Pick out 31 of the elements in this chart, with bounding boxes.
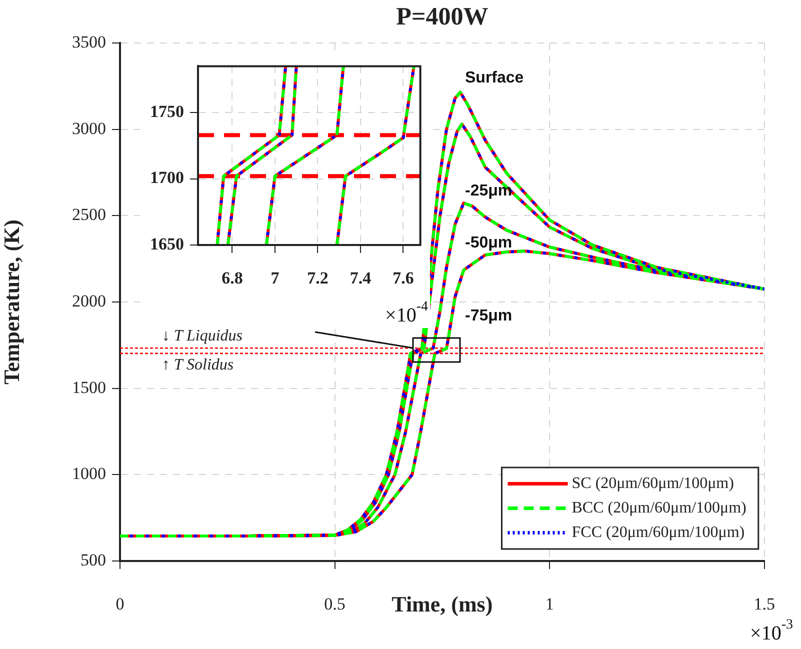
- x-tick-label: 1.5: [754, 594, 775, 614]
- y-axis-title: Temperature, (K): [0, 220, 24, 384]
- y-tick-label: 2500: [72, 205, 106, 224]
- y-tick-label: 1750: [150, 102, 184, 121]
- chart-title: P=400W: [396, 3, 488, 30]
- y-tick-label: 1500: [72, 378, 106, 397]
- y-tick-label: 3000: [72, 118, 106, 138]
- x-axis-title: Time, (ms): [392, 591, 493, 616]
- legend-label: BCC (20μm/60μm/100μm): [572, 499, 746, 516]
- annotation: -75μm: [465, 307, 512, 324]
- legend-label: SC (20μm/60μm/100μm): [572, 474, 734, 492]
- x-tick-label: 7.2: [307, 268, 328, 288]
- y-tick-label: 1650: [150, 234, 184, 254]
- x-tick-label: 7.4: [350, 268, 372, 288]
- y-tick-label: 1000: [72, 464, 106, 484]
- annotation: -25μm: [465, 182, 512, 200]
- y-tick-label: 500: [80, 550, 106, 570]
- annotation: -50μm: [465, 234, 512, 252]
- x-tick-label: 7.6: [392, 268, 414, 288]
- legend-label: FCC (20μm/60μm/100μm): [572, 524, 745, 541]
- y-tick-label: 2000: [72, 291, 106, 310]
- y-tick-label: 1700: [150, 168, 184, 188]
- x-tick-label: 0.5: [324, 594, 346, 614]
- x-tick-label: 1: [545, 594, 554, 614]
- ref-line-label: ↑ T Solidus: [162, 356, 234, 374]
- x-tick-label: 7: [270, 268, 280, 288]
- ref-line-label: ↓ T Liquidus: [162, 327, 243, 344]
- annotation: Surface: [465, 69, 524, 86]
- x-tick-label: 6.8: [222, 268, 243, 288]
- x-tick-label: 0: [116, 594, 124, 614]
- y-tick-label: 3500: [72, 32, 106, 52]
